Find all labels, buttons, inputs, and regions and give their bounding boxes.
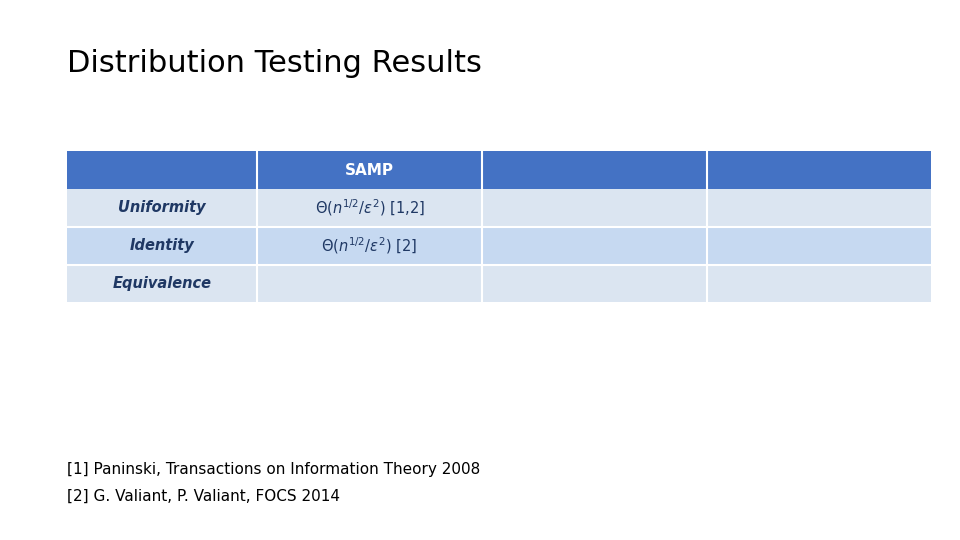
Text: $\Theta(n^{1/2}/\varepsilon^{2})$ [2]: $\Theta(n^{1/2}/\varepsilon^{2})$ [2]	[322, 235, 418, 256]
Text: Identity: Identity	[130, 238, 195, 253]
Text: Equivalence: Equivalence	[112, 276, 212, 291]
Text: SAMP: SAMP	[345, 163, 395, 178]
Text: Distribution Testing Results: Distribution Testing Results	[67, 49, 482, 78]
Text: [1] Paninski, Transactions on Information Theory 2008: [1] Paninski, Transactions on Informatio…	[67, 462, 480, 477]
Text: [2] G. Valiant, P. Valiant, FOCS 2014: [2] G. Valiant, P. Valiant, FOCS 2014	[67, 489, 340, 504]
Text: Uniformity: Uniformity	[118, 200, 206, 215]
Text: $\Theta(n^{1/2}/\varepsilon^{2})$ [1,2]: $\Theta(n^{1/2}/\varepsilon^{2})$ [1,2]	[315, 198, 424, 218]
